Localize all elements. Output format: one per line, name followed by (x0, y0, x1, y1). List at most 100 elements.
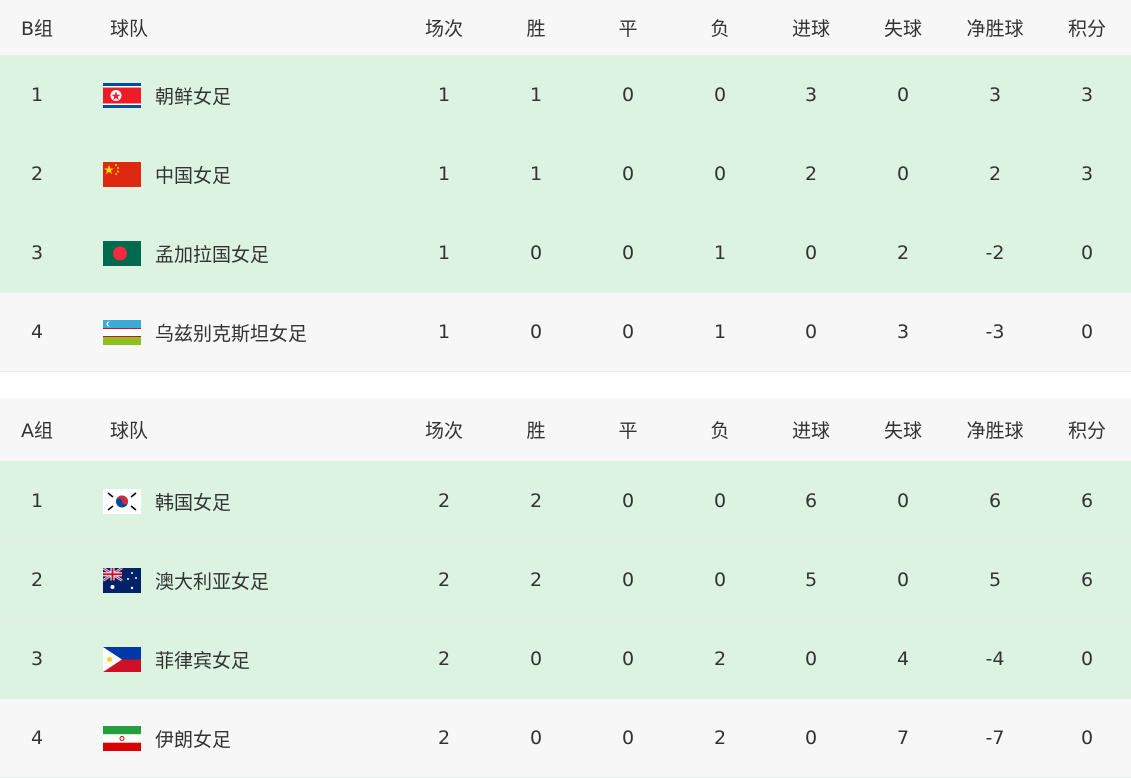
column-header: 负 (710, 18, 730, 40)
team-name[interactable]: 韩国女足 (155, 491, 232, 514)
stat-cell: 0 (896, 84, 910, 106)
stat-cell: 1 (529, 84, 543, 106)
stat-cell: 6 (988, 490, 1002, 512)
stat-cell: 0 (804, 727, 818, 749)
group-name: A组 (21, 420, 53, 442)
column-header: 胜 (526, 420, 546, 442)
iran-flag-icon (103, 725, 141, 751)
table-row[interactable]: 1 朝鲜女足 1 1 0 0 3 0 3 3 (0, 56, 1131, 135)
stat-cell: 0 (621, 648, 635, 670)
stat-cell: 2 (437, 490, 451, 512)
stat-cell: 2 (713, 727, 727, 749)
column-header: 失球 (883, 18, 923, 40)
column-header: 场次 (424, 18, 464, 40)
rank: 2 (30, 569, 44, 591)
stat-cell: 1 (529, 163, 543, 185)
column-header: 净胜球 (966, 420, 1024, 442)
table-header: B组 球队 场次 胜 平 负 进球 失球 净胜球 积分 (0, 0, 1131, 56)
stat-cell: 0 (1080, 727, 1094, 749)
stat-cell: 0 (713, 569, 727, 591)
stat-cell: 3 (1080, 84, 1094, 106)
stat-cell: 0 (529, 321, 543, 343)
philippines-flag-icon (103, 646, 141, 672)
stat-cell: 3 (804, 84, 818, 106)
stat-cell: 3 (1080, 163, 1094, 185)
rank: 3 (30, 242, 44, 264)
stat-cell: 0 (804, 242, 818, 264)
table-row[interactable]: 2 中国女足 1 1 0 0 2 0 2 3 (0, 135, 1131, 214)
group-spacer (0, 372, 1131, 398)
stat-cell: 0 (621, 163, 635, 185)
rank: 4 (30, 321, 44, 343)
stat-cell: 0 (529, 727, 543, 749)
stat-cell: 5 (804, 569, 818, 591)
rank: 2 (30, 163, 44, 185)
team-column-header: 球队 (110, 420, 149, 442)
stat-cell: 0 (896, 490, 910, 512)
stat-cell: -4 (985, 648, 1005, 670)
stat-cell: 4 (896, 648, 910, 670)
stat-cell: 0 (621, 727, 635, 749)
stat-cell: 1 (713, 242, 727, 264)
team-name[interactable]: 菲律宾女足 (155, 649, 251, 672)
stat-cell: 5 (988, 569, 1002, 591)
team-name[interactable]: 澳大利亚女足 (155, 570, 270, 593)
team-column-header: 球队 (110, 18, 149, 40)
stat-cell: 2 (529, 569, 543, 591)
stat-cell: -3 (985, 321, 1005, 343)
stat-cell: 0 (804, 321, 818, 343)
stat-cell: 0 (1080, 321, 1094, 343)
team-name[interactable]: 乌兹别克斯坦女足 (155, 322, 308, 345)
rank: 1 (30, 490, 44, 512)
stat-cell: 6 (1080, 490, 1094, 512)
bangladesh-flag-icon (103, 240, 141, 266)
team-name[interactable]: 伊朗女足 (155, 728, 232, 751)
stat-cell: -2 (985, 242, 1005, 264)
stat-cell: 0 (1080, 648, 1094, 670)
column-header: 失球 (883, 420, 923, 442)
column-header: 进球 (791, 420, 831, 442)
stat-cell: 6 (804, 490, 818, 512)
stat-cell: 2 (713, 648, 727, 670)
stat-cell: 1 (713, 321, 727, 343)
rank: 3 (30, 648, 44, 670)
stat-cell: 0 (621, 84, 635, 106)
team-name[interactable]: 朝鲜女足 (155, 85, 232, 108)
stat-cell: 0 (621, 242, 635, 264)
stat-cell: 1 (437, 321, 451, 343)
table-row[interactable]: 4 伊朗女足 2 0 0 2 0 7 -7 0 (0, 699, 1131, 778)
table-row[interactable]: 4 乌兹别克斯坦女足 1 0 0 1 0 3 -3 0 (0, 293, 1131, 372)
stat-cell: 2 (437, 648, 451, 670)
team-name[interactable]: 孟加拉国女足 (155, 243, 270, 266)
group-name: B组 (20, 18, 54, 40)
table-row[interactable]: 3 孟加拉国女足 1 0 0 1 0 2 -2 0 (0, 214, 1131, 293)
stat-cell: 0 (529, 242, 543, 264)
stat-cell: 2 (896, 242, 910, 264)
uzbekistan-flag-icon (103, 319, 141, 345)
stat-cell: 7 (896, 727, 910, 749)
table-header: A组 球队 场次 胜 平 负 进球 失球 净胜球 积分 (0, 398, 1131, 462)
rank: 1 (30, 84, 44, 106)
stat-cell: 3 (988, 84, 1002, 106)
stat-cell: 6 (1080, 569, 1094, 591)
table-row[interactable]: 2 澳大利亚女足 2 2 0 0 5 0 5 6 (0, 541, 1131, 620)
column-header: 积分 (1067, 420, 1107, 442)
stat-cell: 2 (804, 163, 818, 185)
south-korea-flag-icon (103, 488, 141, 514)
stat-cell: 0 (896, 163, 910, 185)
column-header: 场次 (424, 420, 464, 442)
stat-cell: 0 (804, 648, 818, 670)
column-header: 积分 (1067, 18, 1107, 40)
stat-cell: 2 (529, 490, 543, 512)
stat-cell: 0 (621, 321, 635, 343)
stat-cell: 1 (437, 84, 451, 106)
table-row[interactable]: 1 韩国女足 2 2 0 0 6 0 6 6 (0, 462, 1131, 541)
column-header: 进球 (791, 18, 831, 40)
table-row[interactable]: 3 菲律宾女足 2 0 0 2 0 4 -4 0 (0, 620, 1131, 699)
column-header: 净胜球 (966, 18, 1024, 40)
stat-cell: 0 (896, 569, 910, 591)
column-header: 平 (618, 420, 638, 442)
stat-cell: 0 (621, 490, 635, 512)
column-header: 胜 (526, 18, 546, 40)
team-name[interactable]: 中国女足 (155, 164, 232, 187)
